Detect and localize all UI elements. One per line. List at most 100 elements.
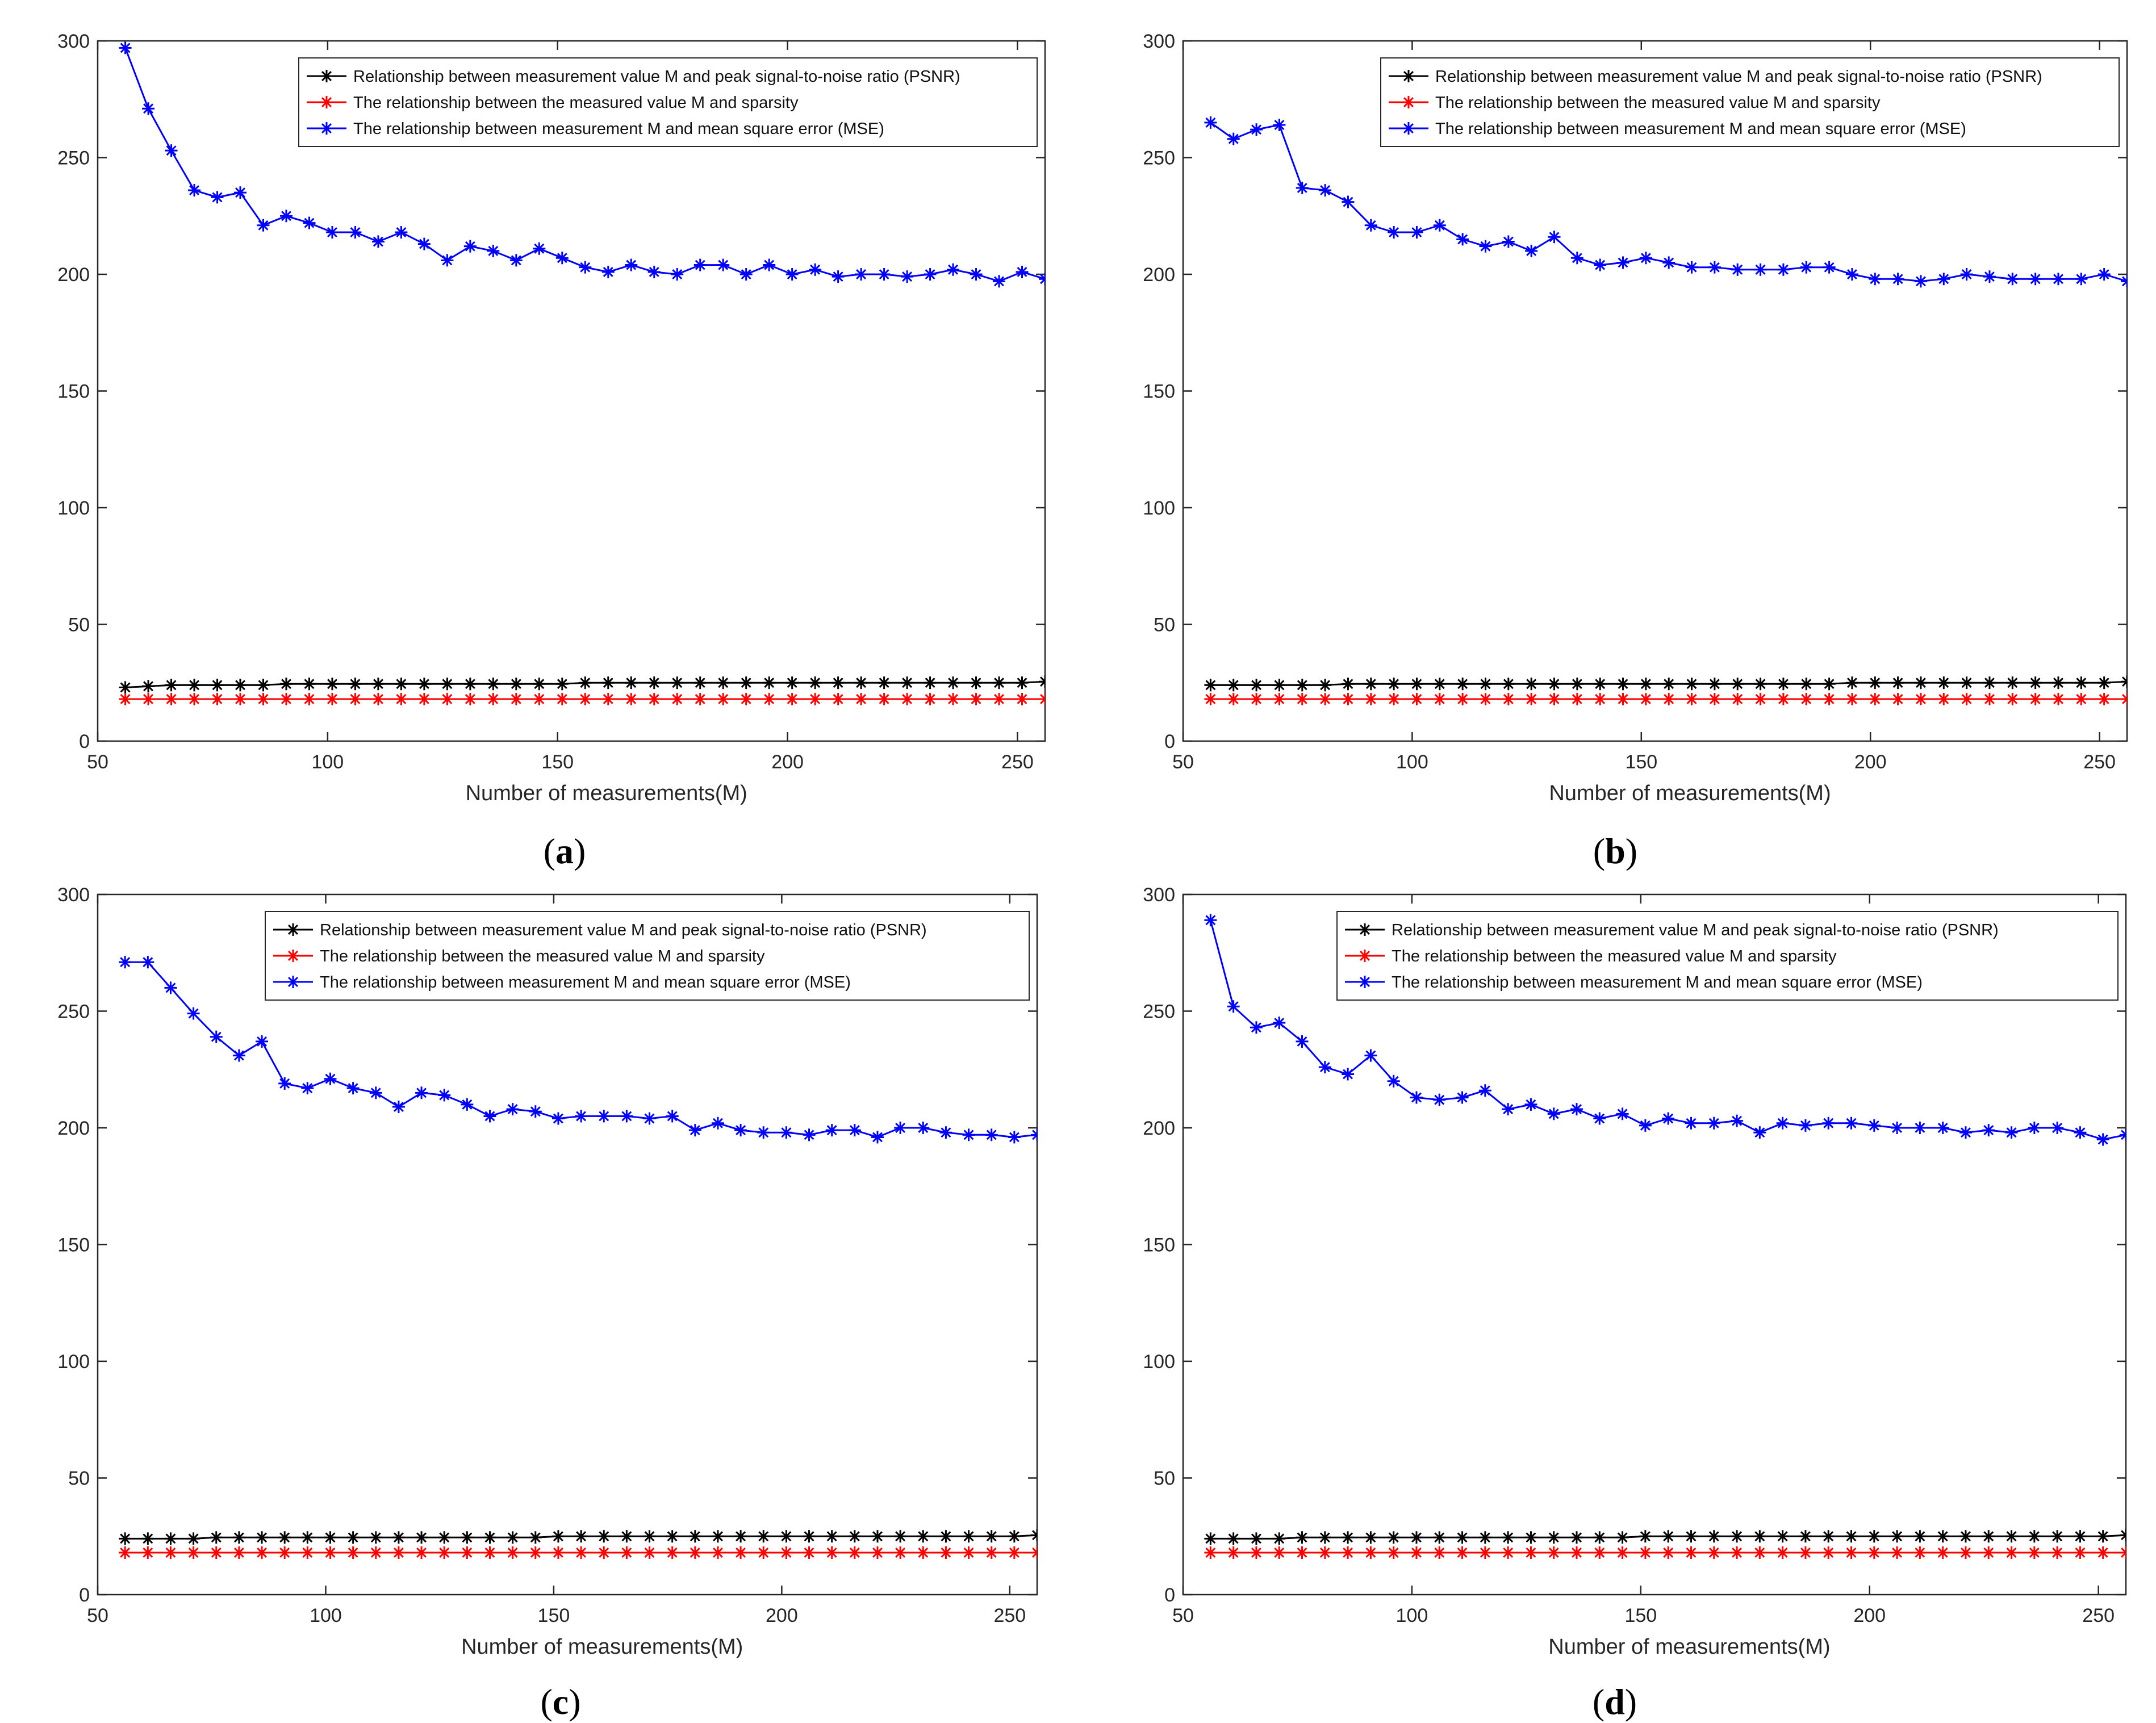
data-point-marker (1524, 1531, 1537, 1544)
data-point-marker (529, 1546, 542, 1559)
legend-box (265, 911, 1030, 1001)
data-point-marker (1959, 1546, 1972, 1559)
data-point-marker (711, 1530, 724, 1543)
data-point-marker (369, 1086, 382, 1099)
data-point-marker (1433, 1531, 1446, 1544)
data-point-marker (1204, 116, 1217, 129)
y-tick-label: 300 (57, 31, 90, 52)
series-mse (1204, 914, 2126, 1146)
legend-entry: The relationship between measurement M a… (1345, 973, 1923, 992)
data-point-marker (1031, 1529, 1037, 1542)
data-point-marker (871, 1131, 884, 1144)
plot-area-frame (97, 40, 1046, 742)
data-point-marker (1662, 256, 1676, 269)
data-point-marker (1039, 273, 1045, 286)
data-point-marker (671, 268, 684, 281)
data-point-marker (1960, 268, 1973, 281)
data-point-marker (1777, 263, 1790, 276)
data-point-marker (757, 1126, 770, 1139)
data-point-marker (970, 676, 983, 689)
data-point-marker (1845, 1546, 1858, 1559)
data-point-marker (187, 1546, 200, 1559)
data-point-marker (1982, 1530, 1995, 1543)
data-point-marker (188, 184, 201, 197)
data-point-marker (1410, 1546, 1423, 1559)
data-point-marker (601, 265, 615, 278)
legend-swatch-marker (1359, 923, 1371, 936)
data-point-marker (1594, 693, 1607, 706)
data-point-marker (1707, 1116, 1720, 1130)
data-point-marker (2120, 1546, 2126, 1559)
data-point-marker (346, 1546, 360, 1559)
data-point-marker (1570, 1531, 1583, 1544)
data-point-marker (279, 210, 293, 223)
data-point-marker (461, 1531, 474, 1544)
x-tick-label: 200 (1853, 1605, 1886, 1626)
series-sparsity (119, 693, 1045, 706)
panel-caption-letter: d (1605, 1682, 1625, 1722)
data-point-marker (1273, 1532, 1286, 1545)
data-point-marker (1039, 675, 1045, 688)
data-point-marker (256, 1531, 269, 1544)
data-point-marker (1273, 1017, 1286, 1030)
data-point-marker (1525, 693, 1538, 706)
legend: Relationship between measurement value M… (1380, 57, 2120, 147)
data-point-marker (1639, 1119, 1652, 1132)
data-point-marker (303, 678, 316, 691)
x-tick-label: 50 (1172, 1605, 1194, 1626)
x-tick-label: 100 (1396, 751, 1428, 773)
data-point-marker (1318, 1061, 1331, 1074)
data-point-marker (901, 693, 914, 706)
data-point-marker (141, 1532, 154, 1545)
data-point-marker (165, 679, 178, 692)
data-point-marker (257, 693, 270, 706)
data-point-marker (1639, 678, 1652, 691)
y-tick-label: 200 (57, 1118, 90, 1139)
data-point-marker (1959, 1126, 1972, 1139)
data-point-marker (303, 216, 316, 229)
data-point-marker (1502, 1546, 1515, 1559)
data-point-marker (2121, 693, 2127, 706)
data-point-marker (734, 1530, 747, 1543)
data-point-marker (2074, 1126, 2087, 1139)
data-point-marker (1342, 1531, 1355, 1544)
data-point-marker (575, 1110, 588, 1123)
data-point-marker (1731, 1546, 1744, 1559)
data-point-marker (2075, 693, 2088, 706)
data-point-marker (993, 676, 1006, 689)
data-point-marker (278, 1077, 291, 1090)
data-point-marker (506, 1546, 519, 1559)
data-point-marker (1478, 1531, 1491, 1544)
data-point-marker (2121, 275, 2127, 288)
data-point-marker (487, 244, 500, 257)
panel-caption-letter: b (1605, 831, 1626, 871)
data-point-marker (2028, 1122, 2041, 1134)
data-point-marker (1273, 679, 1286, 692)
data-point-marker (278, 1531, 291, 1544)
data-point-marker (625, 676, 638, 689)
x-tick-label: 200 (1854, 751, 1887, 773)
data-point-marker (785, 693, 799, 706)
data-point-marker (1410, 1091, 1423, 1104)
data-point-marker (693, 258, 707, 271)
data-point-marker (483, 1110, 496, 1123)
data-point-marker (257, 679, 270, 692)
legend-entry: Relationship between measurement value M… (273, 921, 927, 939)
data-point-marker (1662, 1112, 1675, 1125)
series-psnr (119, 1529, 1037, 1545)
data-point-marker (1707, 1546, 1720, 1559)
legend-swatch-marker (1402, 70, 1415, 82)
data-point-marker (2005, 1126, 2018, 1139)
data-point-marker (2029, 676, 2042, 689)
data-point-marker (1364, 1531, 1377, 1544)
y-tick-label: 150 (1143, 381, 1175, 403)
data-point-marker (2006, 676, 2019, 689)
data-point-marker (1616, 1107, 1629, 1120)
data-point-marker (1296, 1531, 1309, 1544)
data-point-marker (1594, 258, 1607, 271)
data-point-marker (1227, 1546, 1240, 1559)
data-point-marker (1822, 1116, 1835, 1130)
data-point-marker (1525, 244, 1538, 257)
legend-label: The relationship between measurement M a… (1435, 120, 1966, 138)
